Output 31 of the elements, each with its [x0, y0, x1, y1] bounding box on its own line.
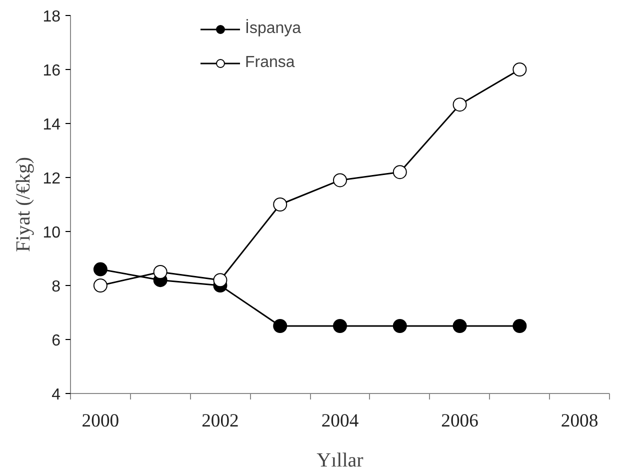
y-tick-label: 10	[42, 224, 61, 242]
point	[93, 278, 108, 292]
x-tick-label: 2004	[321, 410, 360, 432]
point	[452, 98, 467, 112]
x-tick-label: 2000	[82, 410, 120, 432]
x-tick-label: 2002	[202, 410, 239, 432]
point	[333, 319, 347, 333]
point	[392, 165, 407, 180]
legend-label: İspanya	[245, 20, 302, 38]
point	[512, 319, 527, 333]
legend-label: Fransa	[245, 54, 295, 72]
point	[452, 319, 467, 333]
x-tick-label: 2008	[560, 410, 598, 432]
point	[333, 173, 347, 188]
y-axis-title: Fiyat (/€kg)	[12, 156, 35, 252]
point	[273, 319, 288, 333]
point	[213, 273, 228, 288]
point	[512, 62, 527, 76]
point	[392, 319, 407, 333]
y-tick-label: 18	[42, 8, 61, 26]
y-tick-label: 8	[52, 278, 61, 296]
y-tick-label: 6	[52, 332, 61, 350]
y-tick-label: 14	[42, 116, 61, 134]
point	[93, 262, 108, 276]
y-tick-label: 12	[42, 170, 61, 188]
point	[153, 265, 168, 279]
x-axis-title: Yıllar	[316, 450, 364, 472]
y-tick-label: 16	[42, 62, 61, 80]
point	[273, 198, 288, 212]
y-tick-label: 4	[52, 386, 61, 404]
x-tick-label: 2006	[441, 410, 478, 432]
